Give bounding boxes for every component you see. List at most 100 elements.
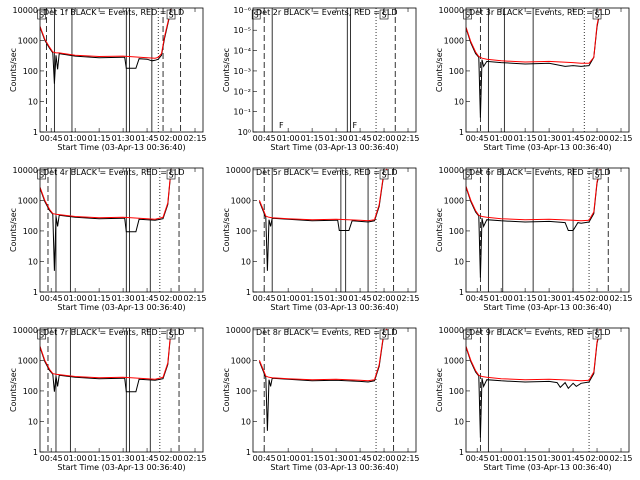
x-tick-label: 01:30 (538, 454, 561, 463)
x-tick-label: 01:00 (277, 134, 300, 143)
y-tick-label: 1000 (231, 356, 251, 365)
panel-3: S SDet 3r BLACK = Events, RED = LLD00:45 0… (435, 6, 633, 152)
panel-title: Det 9r BLACK = Events, RED = LLD (469, 328, 611, 337)
y-tick-label: 100 (449, 227, 464, 236)
panel-title: Det 6r BLACK = Events, RED = LLD (469, 168, 611, 177)
x-tick-label: 01:00 (64, 454, 87, 463)
x-tick-label: 02:15 (396, 134, 419, 143)
y-tick-label: 10000 (13, 166, 38, 175)
panel-title: Det 2r BLACK = Events, RED = LLD (256, 8, 398, 17)
x-tick-label: 01:30 (325, 454, 348, 463)
y-tick-label: 10 (241, 257, 251, 266)
events-series-line (40, 330, 171, 392)
x-tick-label: 02:00 (586, 294, 609, 303)
y-tick-label: 10 (28, 97, 38, 106)
plot-frame (40, 8, 203, 132)
panel-2: S S F F Det 2r BLACK = Events, RED = LLD 00:4… (222, 6, 420, 152)
plot-frame (253, 328, 416, 452)
x-tick-label: 02:15 (609, 454, 632, 463)
y-tick-label: 10⁻³ (233, 67, 251, 76)
x-tick-label: 01:30 (112, 454, 135, 463)
x-tick-label: 01:00 (277, 454, 300, 463)
x-tick-label: 00:45 (466, 134, 489, 143)
x-tick-label: 00:45 (253, 134, 276, 143)
y-tick-label: 10 (454, 417, 464, 426)
y-tick-label: 1 (459, 288, 464, 297)
y-tick-label: 10⁰ (238, 128, 251, 137)
y-axis-label: Counts/sec (222, 208, 231, 252)
y-tick-label: 10000 (439, 326, 464, 335)
y-axis-label: Counts/sec (9, 208, 18, 252)
x-tick-label: 01:45 (136, 454, 159, 463)
x-tick-label: 01:45 (562, 134, 585, 143)
plot-area (264, 8, 395, 132)
x-axis-label: Start Time (03-Apr-13 00:36:40) (483, 463, 611, 472)
y-tick-label: 100 (23, 387, 38, 396)
x-tick-label: 01:15 (88, 134, 111, 143)
flag-label: F (352, 121, 357, 130)
y-tick-label: 10⁻⁴ (233, 47, 251, 56)
plot-area (40, 168, 179, 292)
x-axis-label: Start Time (03-Apr-13 00:36:40) (270, 143, 398, 152)
plot-frame (40, 168, 203, 292)
plot-frame (40, 328, 203, 452)
plot-area (40, 328, 179, 452)
y-tick-label: 100 (23, 67, 38, 76)
y-tick-label: 1 (33, 288, 38, 297)
y-tick-label: 10 (28, 417, 38, 426)
plot-frame (466, 328, 629, 452)
plot-frame (466, 8, 629, 132)
x-tick-label: 00:45 (466, 454, 489, 463)
events-series-line (40, 170, 171, 271)
x-tick-label: 01:30 (538, 134, 561, 143)
events-series-line (466, 330, 600, 437)
x-tick-label: 01:30 (325, 294, 348, 303)
x-tick-label: 02:00 (586, 134, 609, 143)
x-tick-label: 02:00 (160, 294, 183, 303)
y-tick-label: 1 (246, 288, 251, 297)
y-tick-label: 1000 (18, 356, 38, 365)
y-tick-label: 10000 (439, 6, 464, 15)
x-tick-label: 02:15 (609, 134, 632, 143)
x-tick-label: 01:15 (88, 294, 111, 303)
y-tick-label: 1 (459, 128, 464, 137)
plot-frame (253, 8, 416, 132)
x-tick-label: 00:45 (40, 294, 63, 303)
x-tick-label: 02:00 (586, 454, 609, 463)
plot-area (466, 8, 600, 132)
x-tick-label: 02:15 (183, 294, 206, 303)
x-tick-label: 02:15 (609, 294, 632, 303)
y-tick-label: 10000 (226, 166, 251, 175)
panel-1: S SDet 1f BLACK = Events, RED = LLD00:45 0… (9, 6, 207, 152)
events-series-line (40, 10, 171, 84)
y-axis-label: Counts/sec (435, 208, 444, 252)
plot-frame (466, 168, 629, 292)
panel-6: S SDet 6r BLACK = Events, RED = LLD00:45 0… (435, 166, 633, 312)
x-axis-label: Start Time (03-Apr-13 00:36:40) (57, 143, 185, 152)
y-axis-label: Counts/sec (222, 368, 231, 412)
x-tick-label: 01:00 (490, 134, 513, 143)
plot-area (259, 168, 393, 292)
x-tick-label: 01:15 (301, 294, 324, 303)
x-tick-label: 01:00 (277, 294, 300, 303)
x-tick-label: 01:15 (88, 454, 111, 463)
x-axis-label: Start Time (03-Apr-13 00:36:40) (483, 143, 611, 152)
x-tick-label: 01:30 (112, 134, 135, 143)
x-tick-label: 00:45 (40, 454, 63, 463)
panel-title: Det 4r BLACK = Events, RED = LLD (43, 168, 185, 177)
y-tick-label: 10000 (13, 326, 38, 335)
y-tick-label: 1000 (444, 196, 464, 205)
x-tick-label: 02:15 (183, 134, 206, 143)
plot-frame (253, 168, 416, 292)
y-axis-label: Counts/sec (222, 48, 231, 92)
x-tick-label: 02:15 (396, 454, 419, 463)
y-tick-label: 1000 (231, 196, 251, 205)
y-tick-label: 10 (454, 97, 464, 106)
x-axis-label: Start Time (03-Apr-13 00:36:40) (57, 303, 185, 312)
y-axis-label: Counts/sec (9, 368, 18, 412)
x-tick-label: 01:00 (64, 294, 87, 303)
panel-title: Det 7r BLACK = Events, RED = LLD (43, 328, 185, 337)
